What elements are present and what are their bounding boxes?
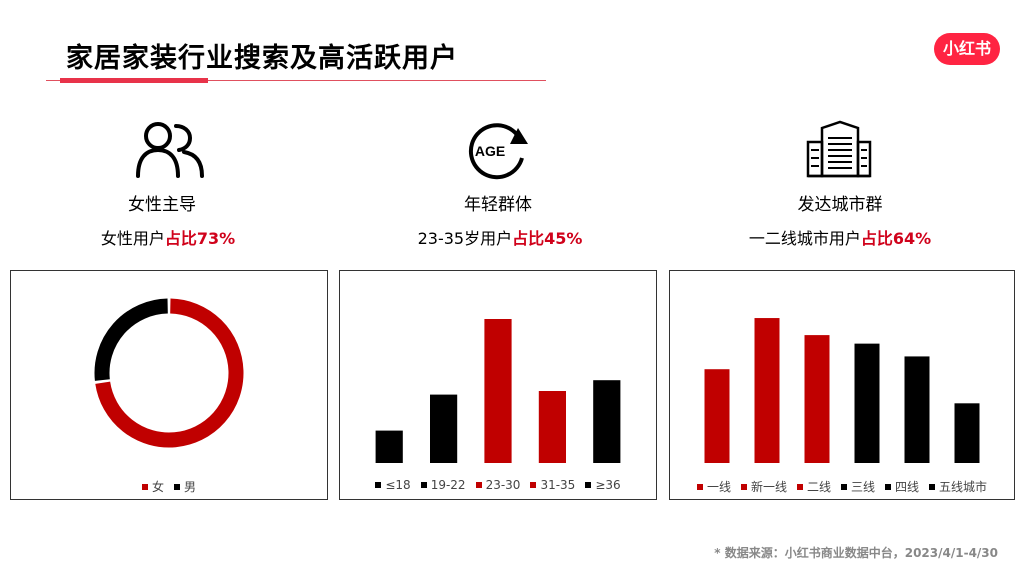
legend-swatch: [740, 483, 747, 490]
legend-item: 31-35: [530, 478, 575, 492]
age-icon: AGE: [468, 123, 528, 180]
section-heading-age: 年轻群体: [464, 195, 532, 215]
legend-item: ≥36: [585, 478, 621, 492]
age-bar-chart: [375, 319, 621, 463]
bar-五线城市: [954, 403, 980, 463]
people-icon: [136, 122, 204, 178]
legend-item: 三线: [841, 478, 875, 495]
legend-label: 31-35: [540, 478, 576, 492]
legend-swatch: [174, 483, 180, 490]
bar-≤18: [375, 430, 403, 463]
legend-item: 女: [141, 478, 164, 495]
legend-item: 五线城市: [929, 478, 987, 495]
legend-item: 23-30: [475, 478, 521, 492]
age-legend: ≤18 19-22 23-30 31-35 ≥36: [340, 478, 656, 492]
legend-item: 新一线: [740, 478, 787, 495]
legend-swatch: [420, 482, 427, 488]
legend-label: 三线: [851, 480, 876, 494]
legend-swatch: [475, 482, 482, 488]
bar-≥36: [593, 380, 621, 463]
legend-swatch: [375, 482, 382, 488]
legend-item: 男: [174, 478, 196, 495]
legend-label: 五线城市: [939, 480, 988, 494]
gender-chart-panel: 女男: [10, 270, 328, 500]
city-chart-panel: 一线 新一线 二线 三线 四线 五线城市: [669, 270, 1015, 500]
donut-slice-男: [94, 298, 169, 381]
section-stat-gender: 女性用户占比73%: [100, 229, 236, 248]
legend-label: 一线: [706, 480, 731, 494]
gender-donut-chart: [94, 298, 244, 448]
legend-item: ≤18: [375, 478, 411, 492]
bar-19-22: [430, 394, 458, 463]
building-icon: [806, 120, 872, 178]
section-stat-age: 23-35岁用户占比45%: [417, 229, 583, 248]
legend-swatch: [796, 483, 803, 490]
city-legend: 一线 新一线 二线 三线 四线 五线城市: [670, 478, 1014, 495]
legend-swatch: [885, 483, 892, 490]
legend-label: 23-30: [485, 478, 521, 492]
age-icon-label: AGE: [475, 143, 505, 159]
data-source-footnote: * 数据来源：小红书商业数据中台，2023/4/1-4/30: [714, 546, 998, 560]
legend-swatch: [841, 483, 847, 490]
legend-label: 四线: [895, 480, 920, 494]
legend-item: 一线: [696, 478, 731, 495]
legend-label: 二线: [806, 480, 831, 494]
bar-23-30: [484, 319, 512, 463]
legend-label: ≥36: [595, 478, 621, 492]
bar-二线: [804, 335, 830, 463]
legend-swatch: [141, 483, 148, 490]
age-chart-panel: ≤18 19-22 23-30 31-35 ≥36: [339, 270, 657, 500]
legend-label: 19-22: [430, 478, 466, 492]
page-title: 家居家装行业搜索及高活跃用户: [66, 43, 458, 74]
legend-item: 二线: [796, 478, 831, 495]
legend-label: 男: [184, 480, 197, 494]
bar-一线: [704, 369, 730, 463]
bar-四线: [904, 356, 930, 463]
donut-slice-女: [95, 298, 244, 448]
title-accent-bar: [60, 78, 208, 83]
section-heading-city: 发达城市群: [797, 195, 883, 215]
legend-swatch: [696, 483, 703, 490]
bar-31-35: [538, 391, 566, 463]
gender-legend: 女男: [11, 478, 327, 495]
bar-新一线: [754, 318, 780, 463]
bar-三线: [854, 343, 880, 463]
legend-label: 女: [151, 480, 164, 494]
legend-swatch: [929, 483, 936, 490]
legend-swatch: [585, 482, 592, 488]
legend-swatch: [530, 482, 537, 488]
legend-item: 四线: [885, 478, 919, 495]
title-underline: [46, 80, 546, 81]
legend-label: 新一线: [750, 480, 787, 494]
brand-logo: 小红书: [934, 33, 1000, 65]
legend-item: 19-22: [420, 478, 466, 492]
section-stat-city: 一二线城市用户占比64%: [748, 229, 932, 248]
section-heading-gender: 女性主导: [128, 195, 196, 215]
city-bar-chart: [704, 318, 980, 463]
legend-label: ≤18: [385, 478, 411, 492]
